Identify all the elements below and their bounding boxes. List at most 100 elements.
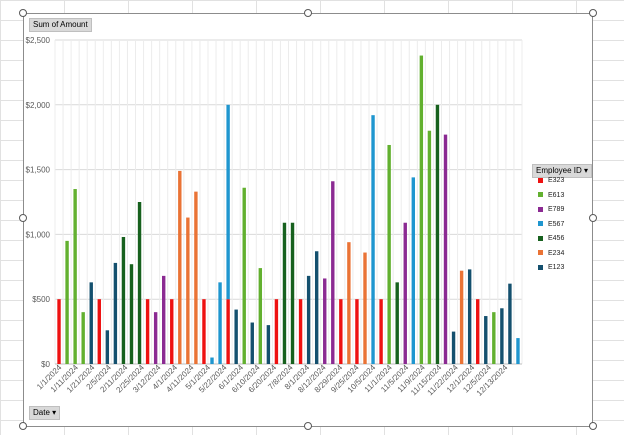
bar-segment-e789 — [443, 134, 448, 364]
bar-segment-e323 — [379, 299, 383, 364]
bar-segment-e613 — [427, 130, 432, 364]
resize-handle[interactable] — [19, 9, 27, 17]
bar-segment-e323 — [145, 299, 150, 364]
legend-label: E456 — [548, 235, 565, 242]
bar-segment-e567 — [210, 357, 214, 364]
legend-label: E323 — [548, 177, 565, 184]
date-filter-button[interactable]: Date ▾ — [29, 406, 61, 420]
legend-swatch — [538, 221, 543, 227]
bar-segment-e234 — [178, 170, 182, 364]
bar-segment-e123 — [484, 316, 488, 364]
bar-segment-e123 — [500, 308, 504, 364]
bar-segment-e613 — [81, 312, 85, 364]
bar-segment-e613 — [387, 144, 391, 364]
bar-segment-e567 — [516, 338, 520, 364]
employee-id-label: Employee ID — [536, 166, 582, 175]
bar-segment-e789 — [323, 278, 327, 364]
chevron-down-icon: ▾ — [52, 408, 57, 417]
bar-segment-e123 — [250, 322, 254, 364]
bar-segment-e123 — [467, 269, 472, 364]
bar-segment-e613 — [258, 268, 263, 364]
bar-segment-e234 — [347, 242, 351, 364]
y-tick-label: $1,000 — [26, 230, 51, 239]
bar-segment-e323 — [170, 299, 174, 364]
employee-id-filter-button[interactable]: Employee ID ▾ — [532, 164, 593, 178]
bar-segment-e567 — [218, 282, 222, 364]
chart-border — [23, 13, 593, 427]
legend-item-e323: E323 — [538, 176, 564, 186]
bar-segment-e123 — [113, 262, 118, 364]
chevron-down-icon: ▾ — [584, 166, 589, 175]
bar-segment-e613 — [73, 189, 77, 364]
legend-label: E567 — [548, 220, 565, 228]
legend-label: E613 — [548, 191, 565, 199]
legend-item-e234: E234 — [538, 249, 564, 259]
legend-label: E123 — [548, 264, 565, 271]
bar-segment-e323 — [202, 299, 206, 364]
bar-segment-e123 — [451, 331, 456, 364]
resize-handle[interactable] — [589, 422, 597, 430]
bar-segment-e323 — [226, 299, 230, 364]
bar-segment-e123 — [266, 325, 271, 364]
chart-frame[interactable] — [23, 13, 593, 427]
legend-swatch — [538, 250, 543, 256]
resize-handle[interactable] — [304, 422, 312, 430]
bar-segment-e613 — [492, 312, 496, 364]
legend-item-e789: E789 — [538, 205, 564, 215]
bar-segment-e456 — [121, 236, 126, 364]
bar-segment-e123 — [234, 309, 238, 364]
bar-segment-e234 — [363, 252, 367, 364]
bar-segment-e123 — [89, 282, 93, 364]
bar-segment-e456 — [395, 282, 399, 364]
bar-segment-e789 — [161, 275, 166, 364]
bar-segment-e323 — [476, 299, 480, 364]
bar-segment-e456 — [282, 222, 287, 364]
bar-segment-e456 — [137, 202, 142, 364]
gridlines — [54, 39, 523, 365]
date-label: Date — [33, 408, 50, 417]
bar-segment-e123 — [105, 330, 110, 364]
bar-segment-e567 — [411, 177, 416, 364]
bar-segment-e323 — [274, 299, 279, 364]
resize-handle[interactable] — [19, 422, 27, 430]
resize-handles[interactable] — [19, 9, 597, 430]
bar-segment-e234 — [459, 270, 464, 364]
legend-item-e613: E613 — [538, 191, 564, 201]
bars — [57, 55, 520, 365]
legend-swatch — [538, 177, 543, 183]
legend-swatch — [538, 206, 543, 212]
legend-item-e123: E123 — [538, 263, 564, 273]
bar-segment-e123 — [314, 251, 319, 364]
resize-handle[interactable] — [589, 9, 597, 17]
bar-segment-e789 — [331, 181, 335, 364]
bar-segment-e123 — [508, 283, 512, 364]
resize-handle[interactable] — [589, 214, 597, 222]
legend-item-e456: E456 — [538, 234, 564, 244]
y-tick-label: $500 — [32, 295, 50, 304]
bar-segment-e789 — [403, 222, 407, 364]
legend-label: E234 — [548, 249, 565, 257]
bar-segment-e323 — [355, 299, 359, 364]
bar-segment-e123 — [306, 275, 311, 364]
y-tick-label: $0 — [41, 360, 50, 369]
bar-segment-e567 — [371, 115, 375, 364]
legend-swatch — [538, 235, 543, 241]
legend-item-e567: E567 — [538, 220, 564, 230]
legend-label: E789 — [548, 206, 565, 213]
sum-of-amount-label: Sum of Amount — [33, 20, 88, 29]
bar-segment-e613 — [242, 187, 246, 364]
legend-swatch — [538, 264, 543, 270]
resize-handle[interactable] — [19, 214, 27, 222]
y-tick-label: $2,500 — [26, 36, 51, 45]
bar-segment-e613 — [65, 240, 69, 364]
bar-segment-e567 — [226, 104, 230, 300]
sum-of-amount-button[interactable]: Sum of Amount — [29, 18, 92, 32]
y-tick-label: $1,500 — [26, 166, 51, 175]
resize-handle[interactable] — [304, 9, 312, 17]
legend-swatch — [538, 192, 543, 198]
bar-segment-e234 — [194, 191, 198, 364]
bar-segment-e613 — [419, 55, 424, 364]
bar-segment-e789 — [153, 312, 158, 364]
bar-segment-e323 — [298, 299, 303, 364]
